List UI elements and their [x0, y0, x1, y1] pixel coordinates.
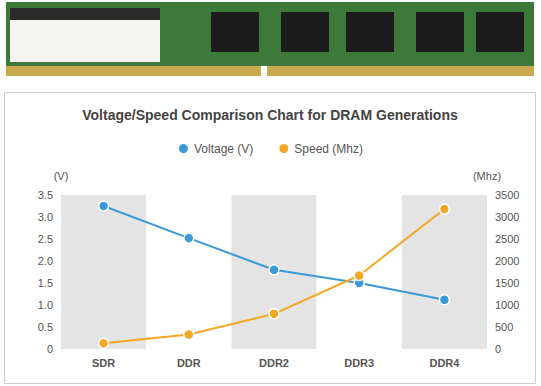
- svg-text:DDR2: DDR2: [259, 357, 289, 369]
- svg-text:Voltage/Speed Comparison Chart: Voltage/Speed Comparison Chart for DRAM …: [82, 107, 458, 123]
- svg-text:1000: 1000: [495, 299, 519, 311]
- svg-text:0.5: 0.5: [38, 321, 53, 333]
- svg-text:3500: 3500: [495, 189, 519, 201]
- svg-text:0: 0: [47, 343, 53, 355]
- svg-text:1.0: 1.0: [38, 299, 53, 311]
- svg-text:2.0: 2.0: [38, 255, 53, 267]
- svg-text:2.5: 2.5: [38, 233, 53, 245]
- svg-text:DDR: DDR: [177, 357, 201, 369]
- svg-text:0: 0: [495, 343, 501, 355]
- svg-text:Speed (Mhz): Speed (Mhz): [294, 142, 363, 156]
- svg-text:Voltage (V): Voltage (V): [194, 142, 253, 156]
- svg-text:3.0: 3.0: [38, 211, 53, 223]
- svg-text:DDR3: DDR3: [344, 357, 374, 369]
- svg-text:3000: 3000: [495, 211, 519, 223]
- svg-text:3.5: 3.5: [38, 189, 53, 201]
- svg-text:1.5: 1.5: [38, 277, 53, 289]
- svg-text:500: 500: [495, 321, 513, 333]
- svg-text:(V): (V): [54, 170, 69, 182]
- svg-text:2000: 2000: [495, 255, 519, 267]
- svg-text:(Mhz): (Mhz): [473, 170, 501, 182]
- svg-text:SDR: SDR: [92, 357, 115, 369]
- svg-text:DDR4: DDR4: [429, 357, 460, 369]
- svg-text:2500: 2500: [495, 233, 519, 245]
- svg-text:1500: 1500: [495, 277, 519, 289]
